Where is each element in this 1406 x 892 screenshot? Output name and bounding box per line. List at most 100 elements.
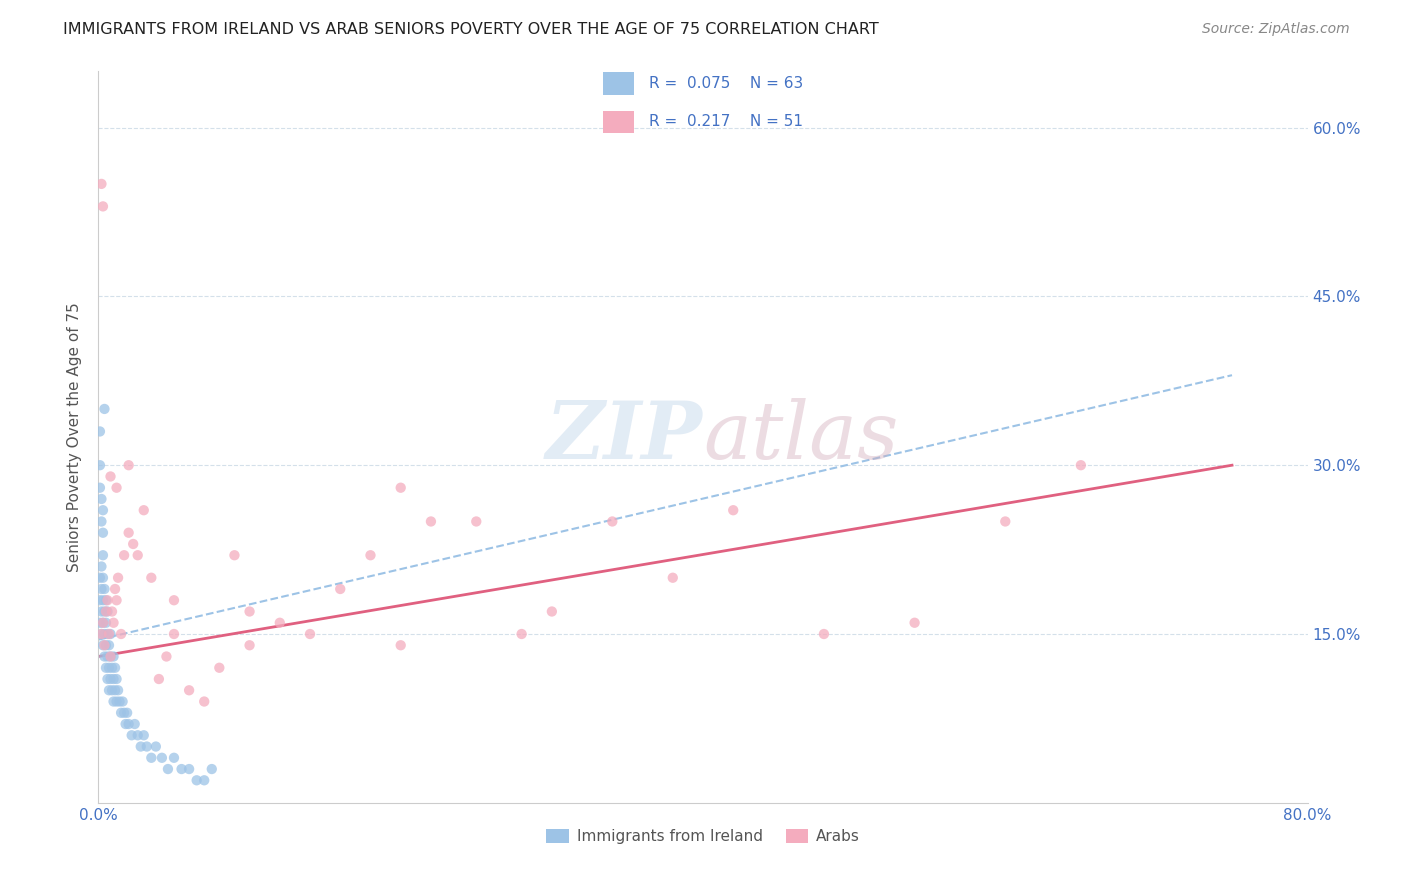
Point (94, 638, 117, 652)
Point (115, 706, 138, 720)
Text: atlas: atlas (703, 399, 898, 475)
Point (105, 672, 128, 686)
Point (91, 548, 114, 562)
Point (100, 649, 122, 664)
Point (127, 728, 149, 742)
Point (141, 571, 163, 585)
Point (179, 762, 201, 776)
Point (90, 559, 112, 574)
Point (145, 739, 167, 754)
Point (132, 728, 155, 742)
Point (299, 627, 322, 641)
Point (90, 627, 112, 641)
Point (104, 683, 127, 698)
Point (661, 571, 683, 585)
Point (90, 177, 112, 191)
Point (122, 537, 145, 551)
Point (93, 605, 115, 619)
Text: R =  0.075    N = 63: R = 0.075 N = 63 (650, 76, 804, 91)
Point (163, 627, 186, 641)
Point (96, 649, 118, 664)
Point (193, 773, 215, 788)
Point (107, 571, 129, 585)
Point (98, 638, 121, 652)
Point (100, 649, 122, 664)
Point (103, 672, 125, 686)
Point (91, 638, 114, 652)
Point (156, 762, 179, 776)
Text: R =  0.217    N = 51: R = 0.217 N = 51 (650, 114, 803, 129)
Point (111, 694, 134, 708)
Text: IMMIGRANTS FROM IRELAND VS ARAB SENIORS POVERTY OVER THE AGE OF 75 CORRELATION C: IMMIGRANTS FROM IRELAND VS ARAB SENIORS … (63, 22, 879, 37)
Point (124, 717, 146, 731)
Point (91, 199, 114, 213)
Point (329, 582, 352, 596)
Point (118, 717, 141, 731)
Point (510, 627, 533, 641)
Point (103, 615, 125, 630)
Point (94, 605, 117, 619)
Point (91, 571, 114, 585)
Point (155, 649, 177, 664)
Point (141, 751, 163, 765)
Point (112, 706, 135, 720)
Point (90, 605, 112, 619)
Point (193, 694, 215, 708)
Y-axis label: Seniors Poverty Over the Age of 75: Seniors Poverty Over the Age of 75 (67, 302, 83, 572)
Legend: Immigrants from Ireland, Arabs: Immigrants from Ireland, Arabs (540, 822, 866, 850)
Point (170, 762, 193, 776)
Point (91, 503, 114, 517)
Point (89, 458, 111, 473)
Point (98, 627, 121, 641)
Point (90, 515, 112, 529)
Point (93, 649, 115, 664)
Point (163, 751, 186, 765)
Point (96, 593, 118, 607)
Point (163, 593, 186, 607)
Point (93, 582, 115, 596)
Point (118, 525, 141, 540)
Point (103, 694, 125, 708)
Point (89, 425, 111, 439)
Point (269, 615, 291, 630)
Point (90, 627, 112, 641)
Point (96, 627, 118, 641)
Text: Source: ZipAtlas.com: Source: ZipAtlas.com (1202, 22, 1350, 37)
Point (994, 515, 1017, 529)
Text: ZIP: ZIP (546, 399, 703, 475)
Point (107, 683, 129, 698)
Point (98, 661, 121, 675)
Point (239, 605, 262, 619)
Point (110, 706, 132, 720)
Point (112, 548, 135, 562)
Point (89, 593, 111, 607)
Point (100, 672, 122, 686)
Point (150, 751, 173, 765)
Point (93, 638, 115, 652)
Point (100, 627, 122, 641)
Point (132, 503, 155, 517)
Point (465, 515, 488, 529)
Point (89, 571, 111, 585)
Point (103, 649, 125, 664)
Point (91, 615, 114, 630)
FancyBboxPatch shape (603, 72, 634, 95)
Point (93, 401, 115, 416)
Point (101, 605, 124, 619)
Point (1070, 458, 1092, 473)
Point (121, 728, 143, 742)
Point (101, 661, 124, 675)
Point (420, 515, 443, 529)
Point (91, 615, 114, 630)
Point (224, 548, 246, 562)
Point (104, 661, 127, 675)
Point (118, 458, 141, 473)
Point (179, 683, 201, 698)
Point (129, 739, 152, 754)
Point (208, 661, 231, 675)
Point (101, 683, 124, 698)
Point (90, 491, 112, 506)
Point (94, 593, 117, 607)
Point (108, 694, 131, 708)
Point (360, 548, 382, 562)
